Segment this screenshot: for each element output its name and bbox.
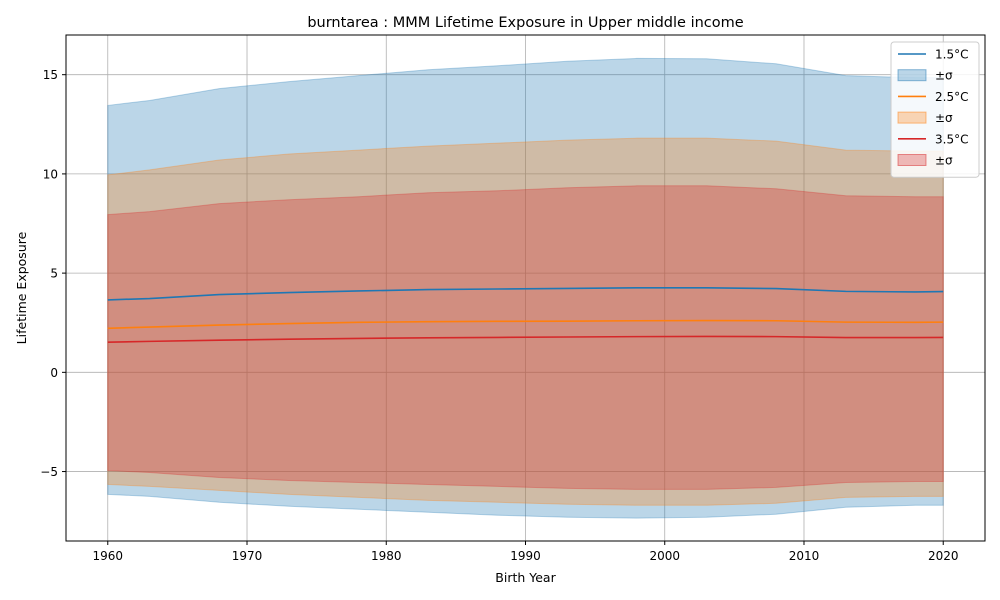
grid bbox=[66, 35, 985, 541]
mean-line-0 bbox=[107, 286, 944, 301]
x-axis-label: Birth Year bbox=[495, 570, 556, 585]
y-tick-label-1: 0 bbox=[50, 366, 58, 380]
x-tick-label-2: 1980 bbox=[371, 549, 402, 563]
legend-band-swatch-2 bbox=[897, 154, 927, 166]
legend: 1.5°C ±σ 2.5°C ±σ 3.5°C ±σ bbox=[890, 41, 980, 178]
x-tick-label-6: 2020 bbox=[928, 549, 959, 563]
legend-band-swatch-0 bbox=[897, 69, 927, 82]
tick-layer: 1960 1970 1980 1990 2000 2010 2020 −5 0 5 10 15 bbox=[40, 68, 958, 563]
x-tick-label-3: 1990 bbox=[510, 549, 541, 563]
x-tick-label-5: 2010 bbox=[789, 549, 820, 563]
mean-line-1 bbox=[107, 319, 944, 330]
y-tick-label-4: 15 bbox=[43, 68, 58, 82]
legend-band-label-2: ±σ bbox=[935, 154, 953, 168]
x-tick-label-1: 1970 bbox=[232, 549, 263, 563]
y-tick-label-0: −5 bbox=[40, 465, 58, 479]
legend-band-label-0: ±σ bbox=[935, 69, 953, 83]
x-tick-label-4: 2000 bbox=[649, 549, 680, 563]
mean-line-2 bbox=[107, 335, 944, 343]
band-layer bbox=[107, 57, 944, 519]
y-tick-label-2: 5 bbox=[50, 267, 58, 281]
legend-label-2: 3.5°C bbox=[935, 132, 968, 146]
legend-label-1: 2.5°C bbox=[935, 90, 968, 104]
y-axis-label: Lifetime Exposure bbox=[14, 231, 29, 344]
chart-title: burntarea : MMM Lifetime Exposure in Upp… bbox=[307, 15, 743, 31]
legend-band-label-1: ±σ bbox=[935, 111, 953, 125]
line-layer bbox=[107, 286, 944, 343]
legend-band-swatch-1 bbox=[897, 111, 927, 124]
legend-box bbox=[890, 41, 980, 178]
legend-label-0: 1.5°C bbox=[935, 48, 968, 62]
x-tick-label-0: 1960 bbox=[92, 549, 123, 563]
y-tick-label-3: 10 bbox=[43, 167, 58, 181]
